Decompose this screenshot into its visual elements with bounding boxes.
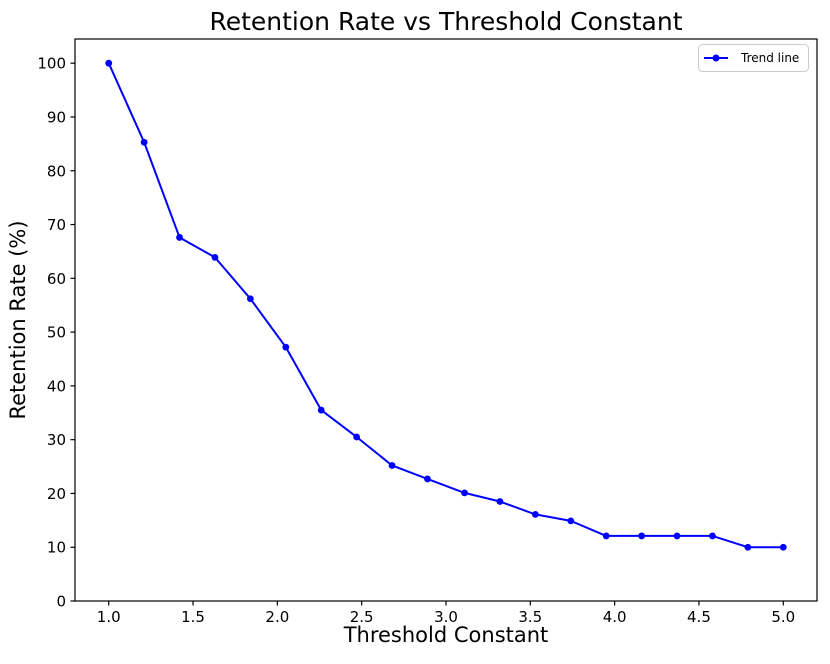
data-point-marker [602,532,610,540]
chart-title: Retention Rate vs Threshold Constant [209,7,682,36]
y-tick-label: 20 [47,485,66,503]
data-point-marker [353,433,361,441]
data-point-marker [673,532,681,540]
data-point-marker [567,517,575,525]
legend-marker-icon [712,54,720,62]
y-tick-label: 50 [47,324,66,342]
x-tick-label: 1.5 [181,608,205,626]
data-point-marker [211,253,219,261]
data-point-marker [461,489,468,497]
data-point-marker [176,234,183,241]
data-point-marker [282,343,290,351]
plot-layer: 1.0 1.5 2.0 2.5 3.0 3.5 4.0 4.5 5.0 0 10 20 30 40 50 60… [37,55,795,626]
data-point-marker [140,138,148,146]
data-point-marker [709,532,716,540]
y-axis-label: Retention Rate (%) [6,220,30,419]
x-tick-label: 3.0 [434,608,458,626]
y-tick-label: 70 [47,216,66,234]
y-tick-label: 30 [47,431,66,449]
data-point-marker [779,543,787,551]
data-point-marker [388,462,396,469]
axes-frame [74,38,818,602]
data-point-marker [638,532,646,540]
legend-label: Trend line [740,51,799,65]
y-tick-label: 40 [47,377,66,395]
y-tick-label: 80 [47,162,66,180]
x-tick-label: 3.5 [518,608,542,626]
x-tick-label: 5.0 [771,608,795,626]
legend-box [698,44,809,72]
data-point-marker [531,511,539,518]
data-point-marker [317,406,325,414]
data-point-marker [424,475,431,483]
x-tick-label: 2.5 [350,608,374,626]
x-tick-label: 2.0 [265,608,289,626]
x-tick-label: 1.0 [97,608,121,626]
y-tick-label: 60 [47,270,66,288]
x-axis-label: Threshold Constant [343,623,549,647]
trend-line-path [107,62,784,549]
data-point-marker [496,498,504,505]
x-tick-label: 4.5 [687,608,711,626]
y-tick-label: 0 [56,593,66,611]
y-tick-label: 100 [37,55,66,73]
data-point-marker [246,295,254,303]
legend: Trend line [698,44,809,72]
y-tick-label: 90 [47,108,66,126]
data-point-marker [744,543,752,551]
data-point-marker [105,59,113,67]
y-tick-label: 10 [47,539,66,557]
x-tick-label: 4.0 [603,608,627,626]
